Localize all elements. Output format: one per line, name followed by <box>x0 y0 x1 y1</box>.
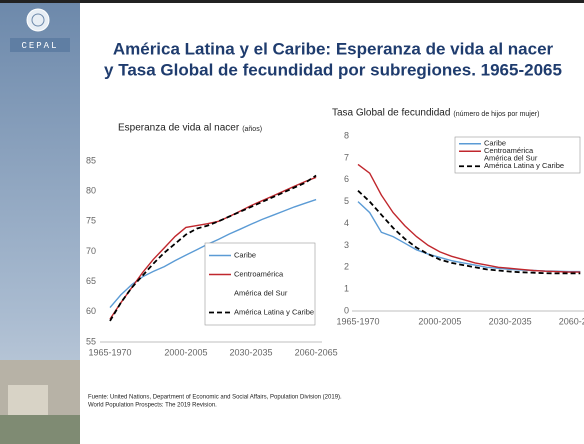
y-tick-label: 80 <box>86 186 96 196</box>
y-tick-label: 75 <box>86 216 96 226</box>
x-tick-label: 1965-1970 <box>336 316 379 326</box>
y-tick-label: 7 <box>344 152 349 162</box>
x-tick-label: 2030-2035 <box>230 347 273 357</box>
y-tick-label: 2 <box>344 262 349 272</box>
ground <box>0 415 80 444</box>
chart-title: Tasa Global de fecundidad <box>332 108 450 119</box>
chart-subtitle: (años) <box>242 126 262 133</box>
un-logo <box>27 9 49 31</box>
x-tick-label: 2000-2005 <box>418 316 461 326</box>
building <box>8 385 48 415</box>
y-tick-label: 3 <box>344 240 349 250</box>
x-tick-label: 2000-2005 <box>164 347 207 357</box>
legend-label: América del Sur <box>234 288 288 297</box>
y-tick-label: 4 <box>344 218 349 228</box>
y-tick-label: 8 <box>344 130 349 140</box>
cepal-logo-text: CEPAL <box>21 41 58 51</box>
y-tick-label: 65 <box>86 276 96 286</box>
y-tick-label: 85 <box>86 155 96 165</box>
legend-label: Centroamérica <box>234 269 284 278</box>
top-border <box>0 0 584 3</box>
y-tick-label: 1 <box>344 284 349 294</box>
title-line: América Latina y el Caribe: Esperanza de… <box>113 39 554 58</box>
chart-title: Esperanza de vida al nacer <box>118 123 240 134</box>
x-tick-label: 2060-2065 <box>295 347 338 357</box>
source-note: Fuente: United Nations, Department of Ec… <box>88 395 342 401</box>
source-note: World Population Prospects: The 2019 Rev… <box>88 403 217 409</box>
legend-label: América Latina y Caribe <box>234 307 314 316</box>
y-tick-label: 70 <box>86 246 96 256</box>
slide: CEPAL América Latina y el Caribe: Espera… <box>0 0 584 444</box>
chart-subtitle: (número de hijos por mujer) <box>453 111 539 118</box>
legend-label: América Latina y Caribe <box>484 161 564 170</box>
x-tick-label: 1965-1970 <box>88 347 131 357</box>
y-tick-label: 55 <box>86 336 96 346</box>
legend-label: Caribe <box>234 250 256 259</box>
title-line: y Tasa Global de fecundidad por subregio… <box>104 60 562 79</box>
y-tick-label: 60 <box>86 306 96 316</box>
x-tick-label: 2030-2035 <box>489 316 532 326</box>
y-tick-label: 5 <box>344 196 349 206</box>
x-tick-label: 2060-2065 <box>559 316 584 326</box>
y-tick-label: 0 <box>344 305 349 315</box>
y-tick-label: 6 <box>344 174 349 184</box>
